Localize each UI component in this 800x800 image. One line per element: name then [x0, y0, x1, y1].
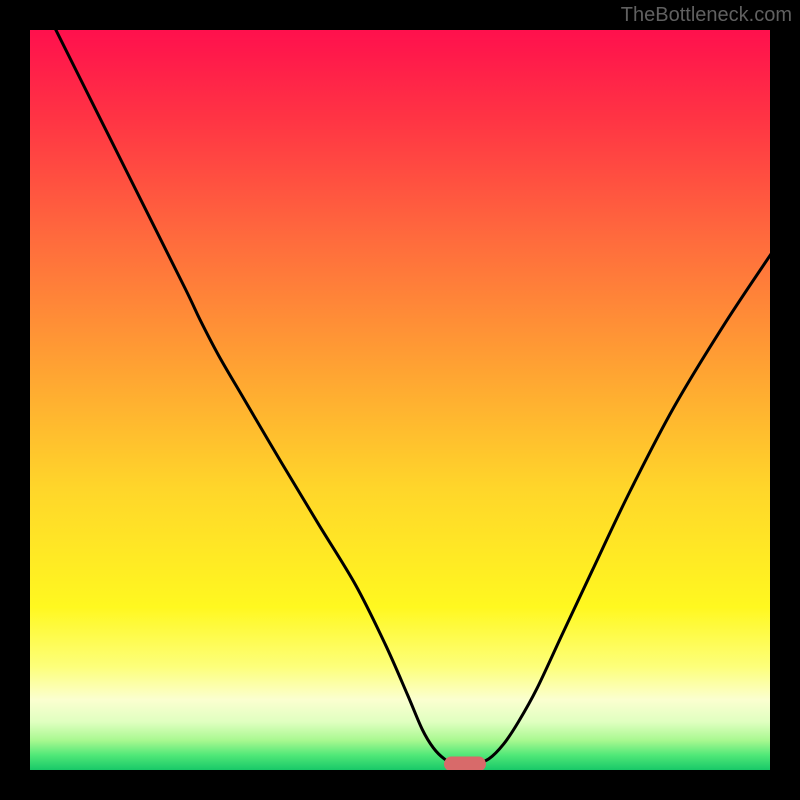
plot-area [30, 30, 770, 770]
optimal-marker [444, 757, 486, 770]
bottleneck-curve [30, 30, 770, 770]
watermark-text: TheBottleneck.com [621, 4, 792, 27]
